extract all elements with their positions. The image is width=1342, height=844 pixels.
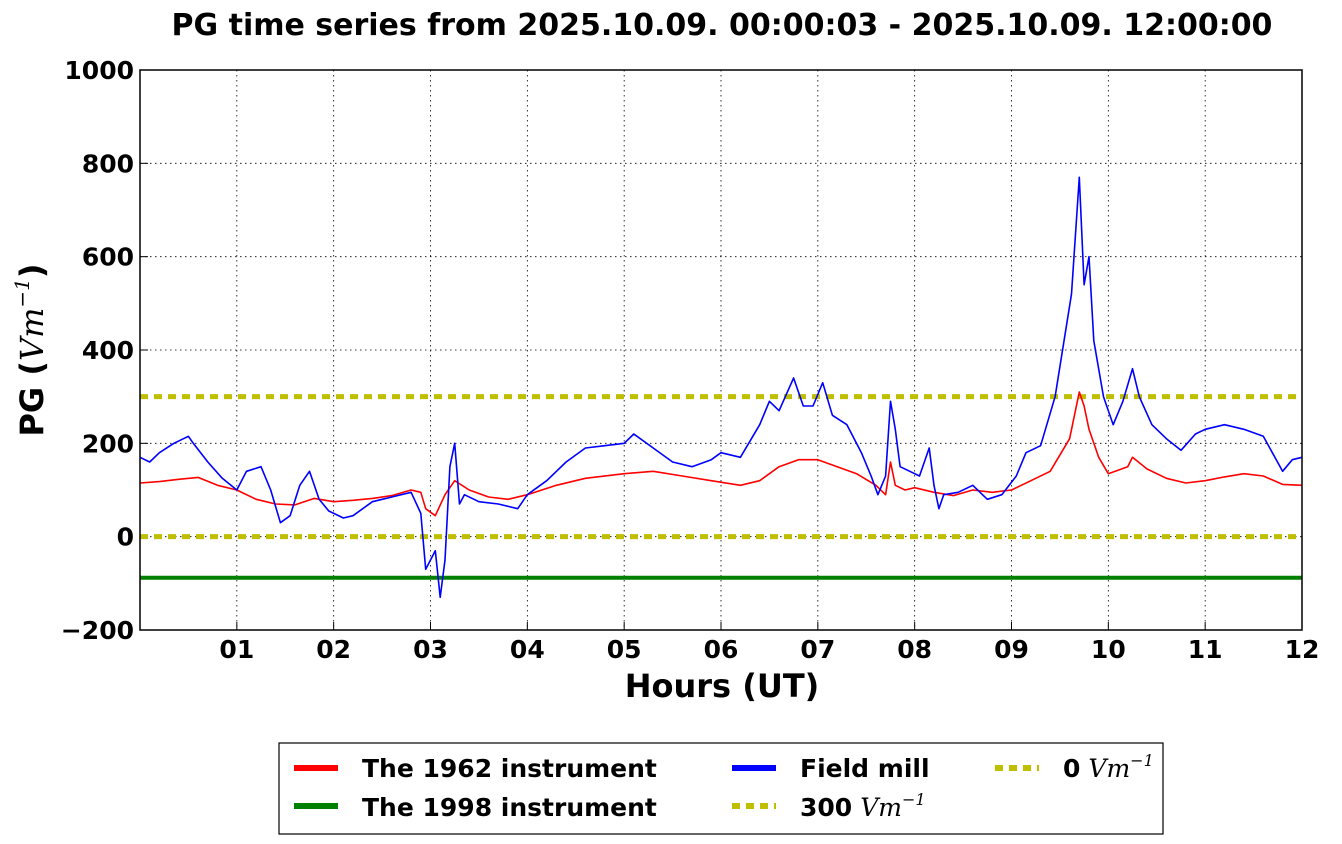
x-tick-label: 01 [219, 635, 254, 664]
legend: The 1962 instrument The 1998 instrument … [278, 742, 1164, 835]
y-tick-label: 600 [82, 243, 134, 272]
legend-label-300-unit: Vm [860, 793, 902, 822]
x-tick-label: 09 [994, 635, 1029, 664]
x-tick-label: 05 [607, 635, 642, 664]
chart-title: PG time series from 2025.10.09. 00:00:03… [172, 8, 1273, 43]
series-lines [139, 176, 1303, 599]
y-tick-label: 1000 [64, 56, 134, 85]
y-tick-labels: −200 0 200 400 600 800 1000 [61, 56, 134, 645]
y-tick-label: 400 [82, 336, 134, 365]
legend-label-300-exponent: −1 [902, 790, 926, 809]
y-axis-label-prefix: PG ( [13, 361, 51, 436]
y-tick-label: 0 [117, 523, 134, 552]
x-tick-label: 04 [510, 635, 545, 664]
y-tick-label: −200 [61, 616, 134, 645]
grid-lines [140, 69, 1303, 631]
legend-label-300: 300 Vm−1 [800, 790, 926, 822]
legend-label-0-exponent: −1 [1130, 751, 1154, 770]
x-tick-label: 10 [1091, 635, 1126, 664]
series-line-field-mill [139, 176, 1303, 599]
series-line-1962-instrument [139, 391, 1303, 517]
y-axis-label-exponent: −1 [10, 278, 34, 307]
legend-box [278, 742, 1164, 835]
legend-label-300-value: 300 [800, 793, 852, 822]
legend-label-field-mill: Field mill [800, 754, 930, 783]
y-axis-label-unit: Vm [13, 308, 51, 361]
legend-label-1962: The 1962 instrument [362, 754, 657, 783]
y-tick-label: 800 [82, 149, 134, 178]
y-axis-label-suffix: ) [13, 263, 51, 278]
y-tick-label: 200 [82, 429, 134, 458]
legend-label-0: 0 Vm−1 [1063, 751, 1154, 783]
x-tick-label: 06 [704, 635, 739, 664]
x-tick-label: 08 [897, 635, 932, 664]
reference-lines [140, 394, 1302, 540]
y-axis-label: PG (Vm−1) [10, 263, 51, 436]
x-axis-label: Hours (UT) [625, 667, 820, 705]
x-tick-label: 02 [316, 635, 351, 664]
plot-frame [139, 69, 1303, 631]
x-tick-label: 07 [800, 635, 835, 664]
legend-label-0-value: 0 [1063, 754, 1080, 783]
x-tick-label: 11 [1188, 635, 1223, 664]
x-tick-labels: 01 02 03 04 05 06 07 08 09 10 11 12 [219, 635, 1319, 664]
legend-label-1998: The 1998 instrument [362, 793, 657, 822]
x-tick-label: 03 [413, 635, 448, 664]
x-tick-label: 12 [1285, 635, 1320, 664]
legend-label-0-unit: Vm [1088, 754, 1130, 783]
